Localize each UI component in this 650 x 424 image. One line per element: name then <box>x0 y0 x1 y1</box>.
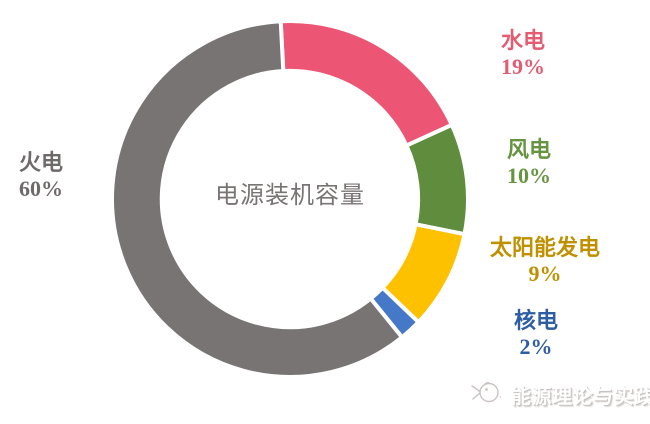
chart-title: 电源装机容量 <box>215 183 365 209</box>
callout-value: 19% <box>501 54 545 79</box>
callout-thermal: 火电 60% <box>2 150 80 202</box>
watermark-text: 能源理论与实践 <box>511 386 650 408</box>
callout-value: 9% <box>528 261 562 286</box>
callout-label: 水电 <box>500 28 545 53</box>
callout-label: 风电 <box>506 137 551 162</box>
donut-segment-水电 <box>278 18 454 148</box>
donut-segment-火电 <box>110 19 404 379</box>
watermark: 能源理论与实践 <box>470 377 650 412</box>
callout-nuclear: 核电 2% <box>476 308 596 360</box>
callout-label: 火电 <box>18 150 63 175</box>
callout-wind: 风电 10% <box>469 137 589 189</box>
callout-value: 10% <box>507 163 551 188</box>
callout-label: 核电 <box>513 308 558 333</box>
donut-segment-风电 <box>404 122 470 237</box>
callout-label: 太阳能发电 <box>489 235 600 260</box>
callout-solar: 太阳能发电 9% <box>480 235 610 287</box>
callout-hydro: 水电 19% <box>463 28 583 80</box>
callout-value: 2% <box>519 334 553 359</box>
fish-sketch-icon <box>470 377 504 412</box>
callout-value: 60% <box>19 176 63 201</box>
